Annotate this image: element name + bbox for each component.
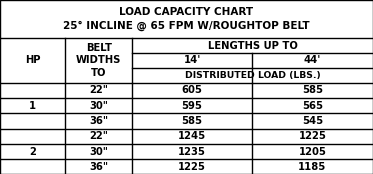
Text: 1: 1: [29, 101, 36, 111]
Text: 1225: 1225: [178, 162, 206, 172]
Text: 1205: 1205: [298, 147, 326, 157]
Text: LENGTHS UP TO: LENGTHS UP TO: [208, 41, 298, 51]
Text: 30": 30": [90, 147, 108, 157]
Text: 595: 595: [182, 101, 203, 111]
Text: 1225: 1225: [298, 131, 326, 141]
Text: LOAD CAPACITY CHART
25° INCLINE @ 65 FPM W/ROUGHTOP BELT: LOAD CAPACITY CHART 25° INCLINE @ 65 FPM…: [63, 7, 310, 31]
Text: 44': 44': [304, 56, 321, 65]
Text: 585: 585: [182, 116, 203, 126]
Text: 585: 585: [302, 85, 323, 95]
Text: 545: 545: [302, 116, 323, 126]
Text: BELT
WIDTHS
TO: BELT WIDTHS TO: [76, 43, 122, 78]
Text: 36": 36": [89, 116, 109, 126]
Text: 565: 565: [302, 101, 323, 111]
Text: 1245: 1245: [178, 131, 206, 141]
Text: 30": 30": [90, 101, 108, 111]
Text: 2: 2: [29, 147, 36, 157]
Text: DISTRIBUTED LOAD (LBS.): DISTRIBUTED LOAD (LBS.): [185, 71, 320, 80]
Text: 605: 605: [182, 85, 203, 95]
Text: 36": 36": [89, 162, 109, 172]
Text: 1185: 1185: [298, 162, 326, 172]
Text: 22": 22": [90, 85, 108, 95]
Text: 22": 22": [90, 131, 108, 141]
Text: HP: HP: [25, 56, 40, 65]
Text: 1235: 1235: [178, 147, 206, 157]
Text: 14': 14': [184, 56, 201, 65]
